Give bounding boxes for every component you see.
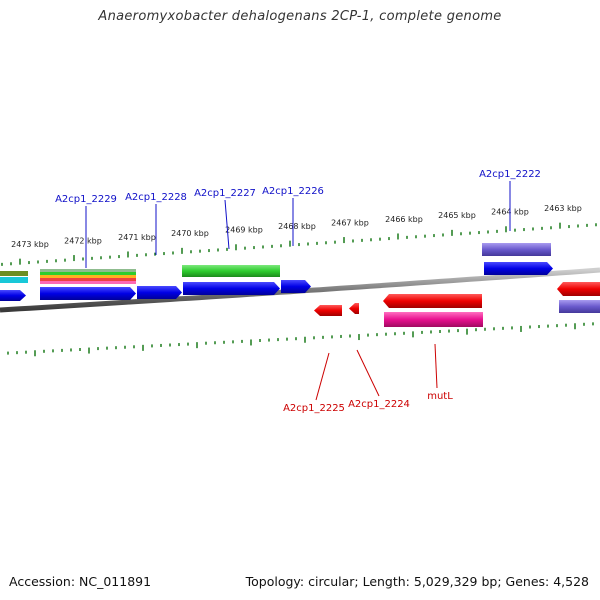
rna-strip [40,278,136,281]
leader-line [356,349,380,397]
scale-label: 2467 kbp [331,218,369,227]
leader-line [434,343,438,389]
cds-reverse-block [314,305,342,316]
gene-label-forward: A2cp1_2227 [194,188,256,199]
rna-strip [0,277,28,283]
cds-reverse-block [383,294,482,308]
rna-strip [40,281,136,284]
rna-strip [40,272,136,275]
scale-label: 2470 kbp [171,229,209,238]
rna-strip [40,275,136,278]
outer-scale-ticks [1,222,597,266]
leader-line [224,199,230,250]
scale-label: 2463 kbp [544,204,582,213]
gene-features [0,243,600,327]
scale-labels: 2473 kbp 2472 kbp 2471 kbp 2470 kbp 2469 kbp… [11,204,582,249]
gene-label-reverse: A2cp1_2225 [283,403,345,414]
gene-labels: A2cp1_2229 A2cp1_2228 A2cp1_2227 A2cp1_2226… [55,169,541,414]
gene-label-forward: A2cp1_2229 [55,194,117,205]
rna-strip [40,269,136,272]
leader-line [315,352,330,401]
scale-label: 2466 kbp [385,215,423,224]
cds-forward-block [183,282,280,295]
cds-forward-block [40,287,136,300]
scale-label: 2472 kbp [64,236,102,245]
gene-label-forward: A2cp1_2226 [262,186,324,197]
map-title: Anaeromyxobacter dehalogenans 2CP-1, com… [98,9,502,24]
accession-text: Accession: NC_011891 [9,574,152,589]
gene-label-reverse: mutL [427,391,453,402]
scale-label: 2465 kbp [438,211,476,220]
cds-reverse-block [557,282,600,296]
gene-label-forward: A2cp1_2222 [479,169,541,180]
cds-forward-block [0,290,26,301]
cds-forward-block [281,280,311,293]
scale-label: 2469 kbp [225,226,263,235]
scale-label: 2471 kbp [118,233,156,242]
inner-scale-ticks [7,322,594,357]
cds-forward-block [484,262,553,275]
rna-block [182,265,280,277]
cds-reverse-block [349,303,359,314]
cds-forward-block [137,286,182,299]
misc-feature-block [482,243,551,256]
label-leader-lines [85,181,511,401]
gene-label-forward: A2cp1_2228 [125,192,187,203]
misc-feature-block [559,300,600,313]
rna-strip [0,271,28,276]
genome-summary-text: Topology: circular; Length: 5,029,329 bp… [245,574,589,589]
gene-label-reverse: A2cp1_2224 [348,399,410,410]
scale-label: 2473 kbp [11,240,49,249]
scale-label: 2468 kbp [278,222,316,231]
misc-feature-block [384,312,483,327]
